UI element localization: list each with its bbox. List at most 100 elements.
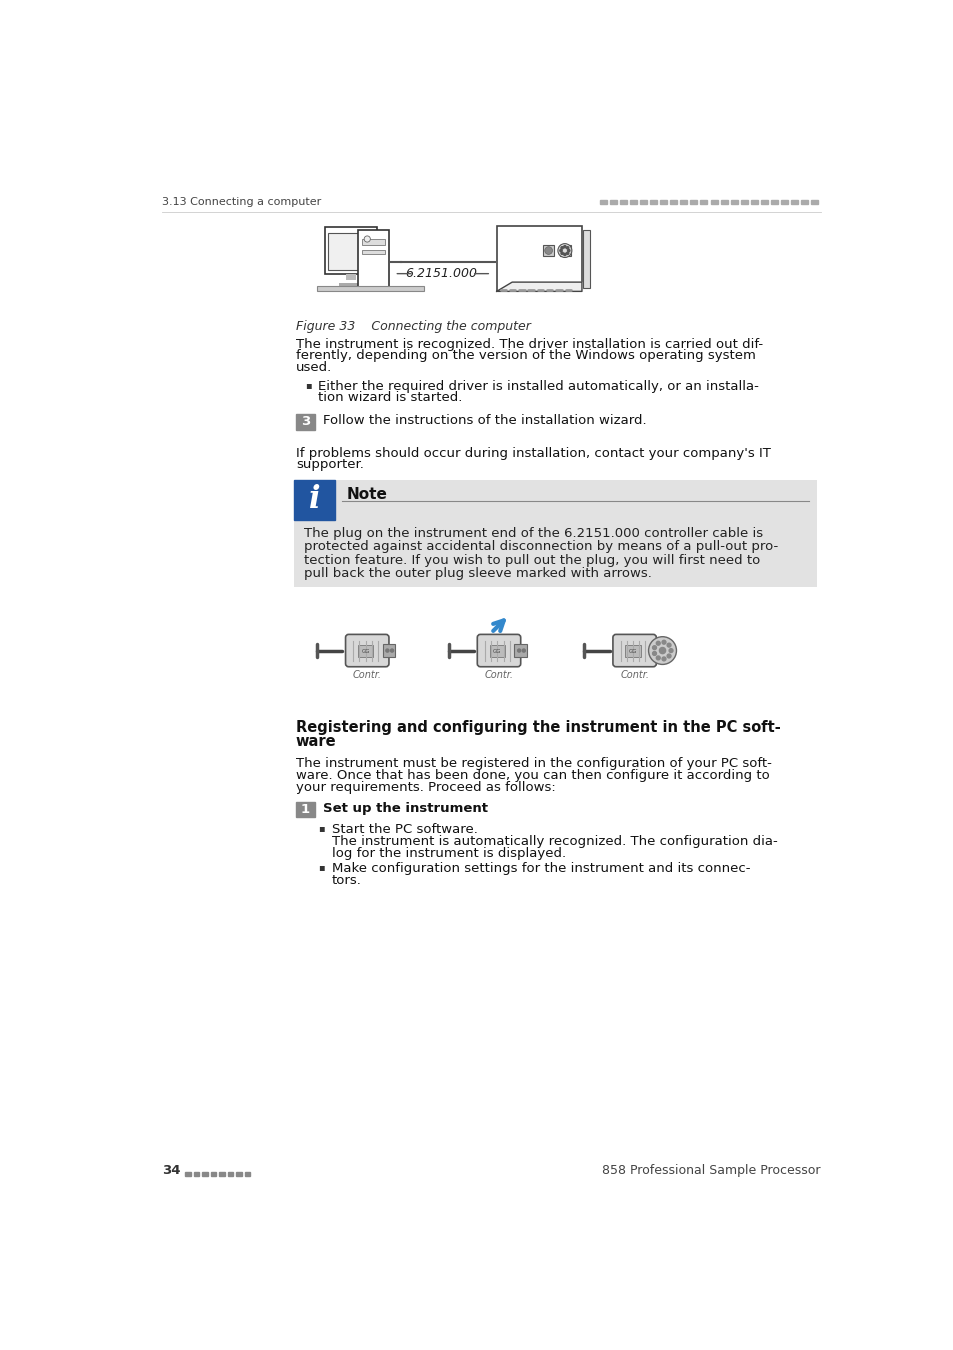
Bar [624, 645, 640, 657]
Circle shape [559, 250, 561, 251]
FancyBboxPatch shape [476, 634, 520, 667]
Circle shape [560, 247, 562, 248]
Text: 6.2151.000: 6.2151.000 [404, 267, 476, 279]
Bar [801, 200, 807, 204]
Text: The instrument must be registered in the configuration of your PC soft-: The instrument must be registered in the… [295, 757, 771, 769]
Bar [750, 200, 757, 204]
Circle shape [656, 656, 659, 660]
Bar [295, 414, 314, 429]
Bar [294, 479, 335, 520]
Text: 3: 3 [300, 416, 310, 428]
Text: supporter.: supporter. [295, 459, 363, 471]
Bar [710, 200, 717, 204]
Bar [639, 200, 646, 204]
Bar [193, 1172, 199, 1176]
Text: Contr.: Contr. [484, 670, 513, 680]
Text: 3.13 Connecting a computer: 3.13 Connecting a computer [162, 197, 321, 207]
Circle shape [652, 652, 656, 655]
Bar [690, 200, 697, 204]
Bar [679, 200, 686, 204]
FancyBboxPatch shape [612, 634, 656, 667]
Circle shape [521, 649, 525, 652]
Text: your requirements. Proceed as follows:: your requirements. Proceed as follows: [295, 780, 555, 794]
Polygon shape [497, 282, 581, 292]
Circle shape [558, 243, 571, 258]
Bar [228, 1172, 233, 1176]
Circle shape [656, 641, 659, 645]
Text: i: i [309, 485, 320, 516]
Text: Contr.: Contr. [619, 670, 648, 680]
Circle shape [364, 236, 370, 242]
Circle shape [563, 254, 565, 255]
Text: ferently, depending on the version of the Windows operating system: ferently, depending on the version of th… [295, 350, 755, 363]
Bar [559, 246, 571, 256]
Text: ▪: ▪ [305, 379, 312, 390]
Circle shape [566, 247, 568, 248]
Bar [599, 200, 606, 204]
Bar [670, 200, 677, 204]
Circle shape [544, 247, 552, 254]
Text: The instrument is recognized. The driver installation is carried out dif-: The instrument is recognized. The driver… [295, 338, 762, 351]
Bar [790, 200, 798, 204]
Text: 34: 34 [162, 1164, 180, 1177]
Bar [740, 200, 747, 204]
Bar [489, 645, 505, 657]
Text: Figure 33    Connecting the computer: Figure 33 Connecting the computer [295, 320, 530, 333]
Bar [245, 1172, 250, 1176]
Text: The plug on the instrument end of the 6.2151.000 controller cable is: The plug on the instrument end of the 6.… [303, 528, 762, 540]
Bar [514, 644, 526, 656]
Text: protected against accidental disconnection by means of a pull-out pro-: protected against accidental disconnecti… [303, 540, 777, 553]
Bar [382, 644, 395, 656]
Circle shape [566, 252, 568, 254]
Text: used.: used. [295, 362, 332, 374]
Bar [609, 200, 617, 204]
Circle shape [390, 649, 394, 652]
Bar [770, 200, 778, 204]
Bar [346, 274, 355, 279]
Bar [338, 284, 363, 286]
Bar [324, 227, 377, 274]
Text: 858 Professional Sample Processor: 858 Professional Sample Processor [601, 1164, 820, 1177]
Bar [328, 232, 372, 270]
Bar [361, 250, 385, 254]
Text: The instrument is automatically recognized. The configuration dia-: The instrument is automatically recogniz… [332, 836, 777, 848]
Text: log for the instrument is displayed.: log for the instrument is displayed. [332, 848, 565, 860]
Circle shape [661, 640, 665, 644]
Circle shape [560, 252, 562, 254]
Text: tors.: tors. [332, 875, 361, 887]
Bar [497, 225, 581, 292]
Bar [700, 200, 707, 204]
Bar [629, 200, 637, 204]
Text: If problems should occur during installation, contact your company's IT: If problems should occur during installa… [295, 447, 770, 459]
Circle shape [563, 246, 565, 248]
Circle shape [517, 649, 520, 652]
Circle shape [567, 250, 569, 251]
Bar [185, 1172, 191, 1176]
Bar [236, 1172, 241, 1176]
Circle shape [385, 649, 389, 652]
Text: ware: ware [295, 734, 336, 749]
FancyBboxPatch shape [345, 634, 389, 667]
Text: Either the required driver is installed automatically, or an installa-: Either the required driver is installed … [317, 379, 758, 393]
Text: Follow the instructions of the installation wizard.: Follow the instructions of the installat… [323, 414, 646, 427]
Bar [649, 200, 657, 204]
Text: GG: GG [361, 649, 370, 653]
Text: Make configuration settings for the instrument and its connec-: Make configuration settings for the inst… [332, 863, 749, 875]
Bar [202, 1172, 208, 1176]
Text: Contr.: Contr. [353, 670, 381, 680]
Circle shape [561, 247, 569, 254]
Circle shape [666, 655, 670, 657]
Circle shape [668, 648, 672, 652]
Bar [810, 200, 818, 204]
Text: ▪: ▪ [317, 824, 324, 833]
Bar [361, 239, 385, 246]
Bar [219, 1172, 224, 1176]
Circle shape [666, 643, 670, 647]
Bar [295, 802, 314, 817]
Text: Set up the instrument: Set up the instrument [323, 802, 488, 815]
Text: tion wizard is started.: tion wizard is started. [317, 392, 461, 405]
Circle shape [661, 657, 665, 661]
Bar [619, 200, 626, 204]
Text: ware. Once that has been done, you can then configure it according to: ware. Once that has been done, you can t… [295, 768, 769, 782]
Bar [583, 230, 589, 288]
